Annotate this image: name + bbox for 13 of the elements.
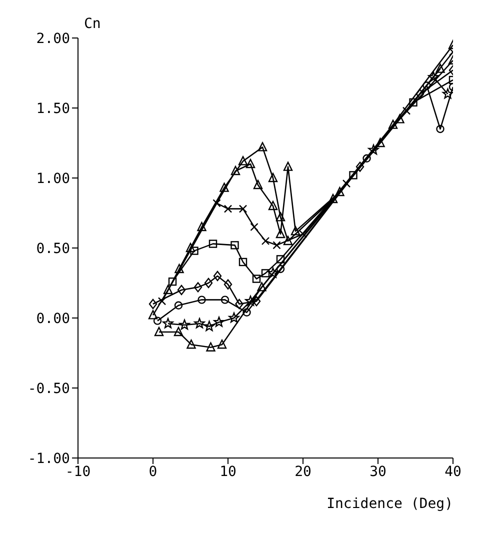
x-tick-label: 40 (444, 464, 462, 480)
x-tick-label: 20 (294, 464, 312, 480)
y-tick-label: 1.00 (36, 170, 70, 187)
x-tick-label: 30 (370, 464, 386, 480)
x-tick-label: 0 (148, 464, 158, 480)
y-tick-label: 0.00 (36, 310, 70, 327)
x-axis-title: Incidence (Deg) (326, 496, 453, 512)
y-tick-label: 1.50 (36, 100, 70, 117)
y-axis-title: Cn (84, 16, 101, 32)
y-tick-label: -0.50 (28, 380, 70, 397)
y-tick-label: 2.00 (36, 30, 70, 47)
x-tick-label: 10 (220, 464, 236, 480)
y-tick-label: 0.50 (36, 240, 70, 257)
